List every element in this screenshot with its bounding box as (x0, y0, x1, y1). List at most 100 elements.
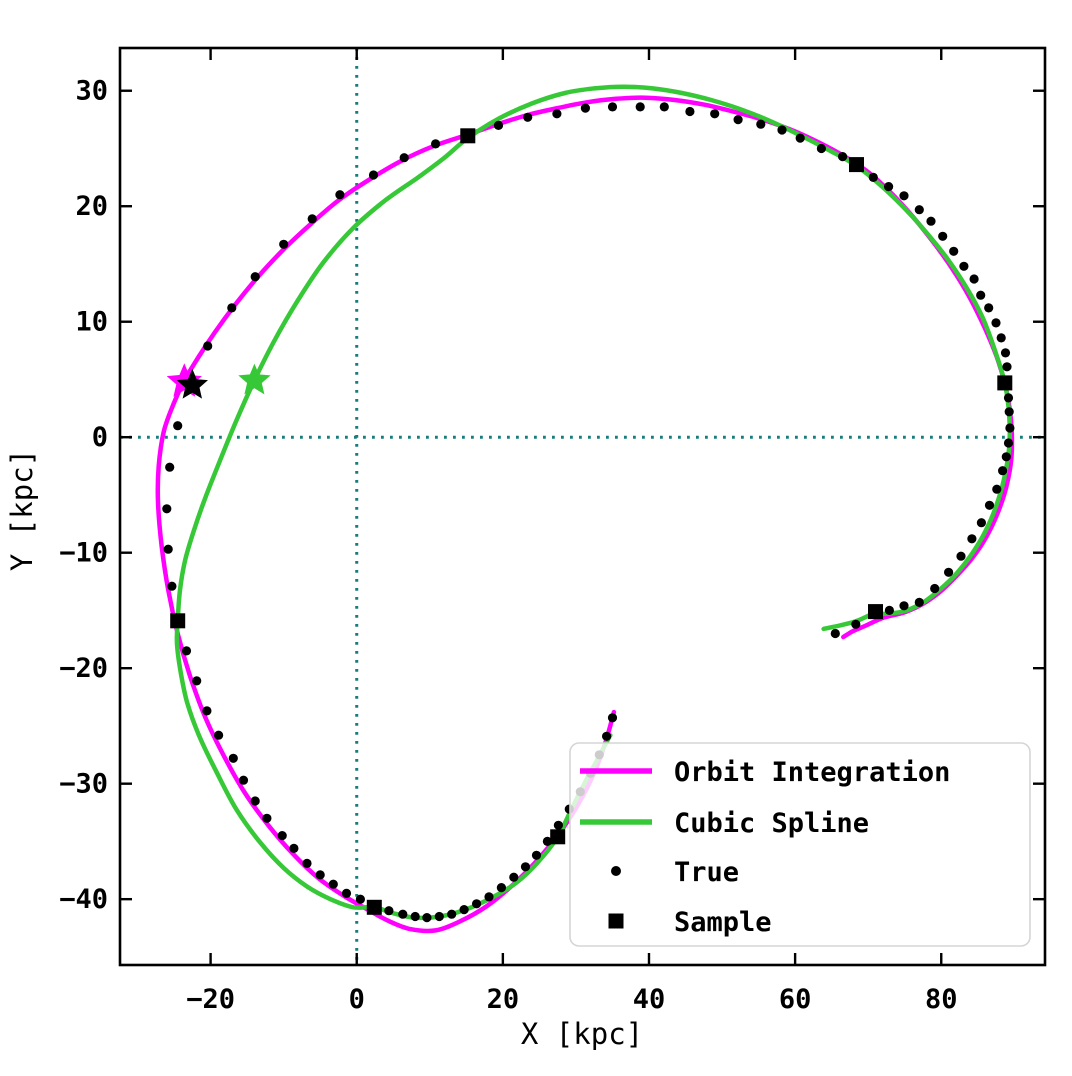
true-dot (685, 106, 695, 117)
true-dot (996, 333, 1006, 343)
true-dot (250, 272, 260, 282)
true-dot (884, 182, 894, 192)
true-dot (307, 214, 317, 224)
true-dot (838, 152, 848, 162)
legend-square-sample (608, 913, 624, 929)
true-dot (447, 909, 457, 919)
true-dot (984, 500, 995, 510)
true-dot (250, 796, 260, 806)
true-dot (410, 911, 420, 922)
true-dot (384, 906, 394, 916)
sample-square (550, 829, 566, 845)
y-tick-label: −10 (59, 538, 108, 569)
legend-label-true: True (674, 857, 739, 888)
x-tick-label: −20 (186, 984, 235, 1015)
x-tick-label: 40 (633, 984, 666, 1015)
true-dot (328, 879, 338, 889)
y-tick-label: 10 (75, 307, 108, 338)
true-dot (938, 231, 948, 241)
legend-dot-sample (611, 866, 621, 876)
sample-square (868, 604, 883, 620)
true-dot (302, 858, 312, 869)
legend-label-sample: Sample (674, 907, 772, 938)
true-dot (472, 899, 482, 909)
true-dot (203, 341, 213, 351)
true-dot (868, 172, 878, 182)
true-dot (984, 303, 994, 313)
true-dot (335, 190, 345, 200)
y-tick-label: 20 (75, 191, 108, 222)
true-dot (777, 125, 787, 135)
true-dot (238, 775, 249, 785)
start-markers-layer (166, 363, 271, 399)
true-dot (930, 583, 940, 594)
true-dot (1005, 423, 1015, 433)
true-dot (976, 290, 986, 300)
true-dot (484, 892, 494, 902)
true-dot (368, 170, 379, 180)
legend-markers (580, 768, 652, 929)
true-dot (830, 628, 840, 639)
true-dot (399, 153, 409, 163)
sample-square (366, 899, 382, 915)
true-dot (1001, 452, 1011, 462)
true-dot (163, 544, 173, 554)
true-dot (607, 713, 618, 723)
true-dot (1004, 407, 1014, 417)
true-dot (398, 909, 408, 919)
true-dot (355, 894, 365, 904)
x-tick-label: 60 (779, 984, 812, 1015)
legend-box (569, 742, 1031, 947)
true-dot (262, 813, 272, 823)
y-tick-label: −30 (59, 769, 108, 800)
true-dot (228, 753, 238, 763)
true-dot (607, 102, 618, 112)
true-dot (998, 466, 1008, 476)
legend-label-cubic-spline: Cubic Spline (674, 808, 869, 839)
true-start-star-black-icon (176, 368, 208, 399)
true-dot (434, 911, 444, 922)
true-dot (520, 862, 531, 872)
y-tick-label: 30 (75, 76, 108, 107)
true-dot (795, 133, 805, 143)
true-dot (967, 534, 977, 544)
true-dot (914, 205, 924, 215)
legend: Orbit Integration Cubic Spline True Samp… (569, 742, 1031, 947)
true-dot (523, 112, 533, 122)
true-dot (580, 103, 591, 113)
true-dot (173, 421, 183, 431)
legend-label-orbit-integration: Orbit Integration (674, 757, 950, 788)
true-dot (165, 462, 175, 472)
x-axis-label: X [kpc] (521, 1017, 643, 1051)
true-dot (277, 831, 287, 841)
true-dot (509, 872, 519, 882)
true-dot (493, 120, 504, 130)
true-dot (553, 820, 564, 830)
true-dot (315, 870, 325, 880)
true-dot (991, 318, 1001, 328)
true-dot (851, 619, 861, 629)
true-dot (949, 246, 959, 256)
true-dot (202, 706, 212, 716)
data-series-layer (155, 84, 1015, 934)
true-dot (992, 484, 1002, 494)
sample-square (170, 613, 186, 629)
true-dot (289, 843, 299, 854)
true-dot (976, 518, 987, 528)
crosshair-lines (120, 48, 1045, 965)
x-tick-label: 20 (487, 984, 520, 1015)
true-dot (496, 883, 506, 893)
sample-square (997, 375, 1013, 391)
true-dot (602, 731, 612, 741)
true-dot (914, 597, 924, 608)
true-dot (969, 274, 979, 284)
sample-square (849, 157, 864, 173)
true-dot (341, 888, 352, 899)
y-tick-label: 0 (92, 422, 108, 453)
true-dot (192, 676, 202, 686)
true-dot (214, 730, 224, 740)
true-dot (459, 905, 469, 915)
true-dot (733, 115, 743, 125)
